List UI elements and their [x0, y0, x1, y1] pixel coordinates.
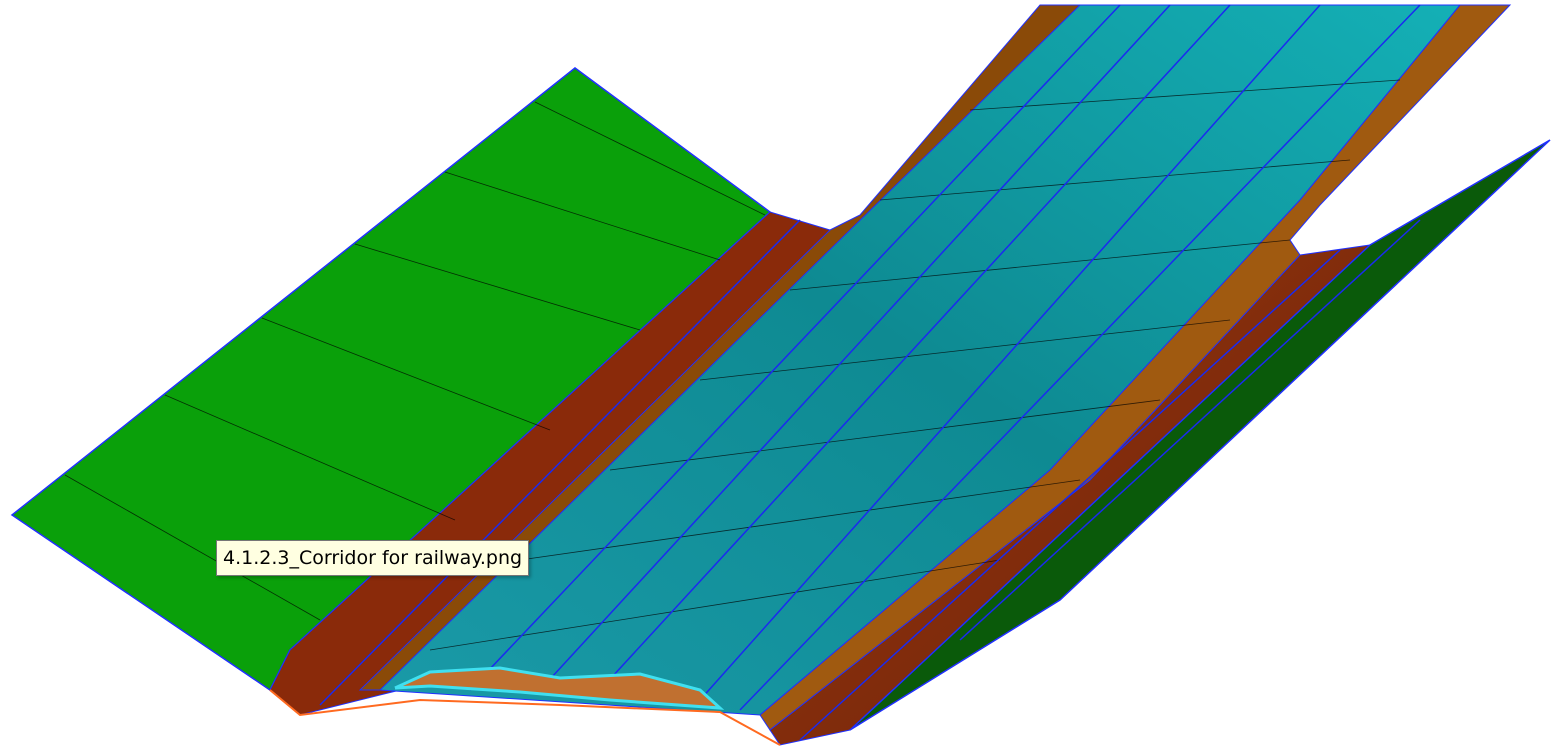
tooltip: 4.1.2.3_Corridor for railway.png: [216, 540, 530, 576]
mesh-lines: [64, 79, 1401, 651]
alignment-lines: [319, 4, 1421, 741]
ground-line: [269, 689, 781, 746]
right-slope: [849, 139, 1551, 731]
section-outline: [394, 666, 725, 710]
